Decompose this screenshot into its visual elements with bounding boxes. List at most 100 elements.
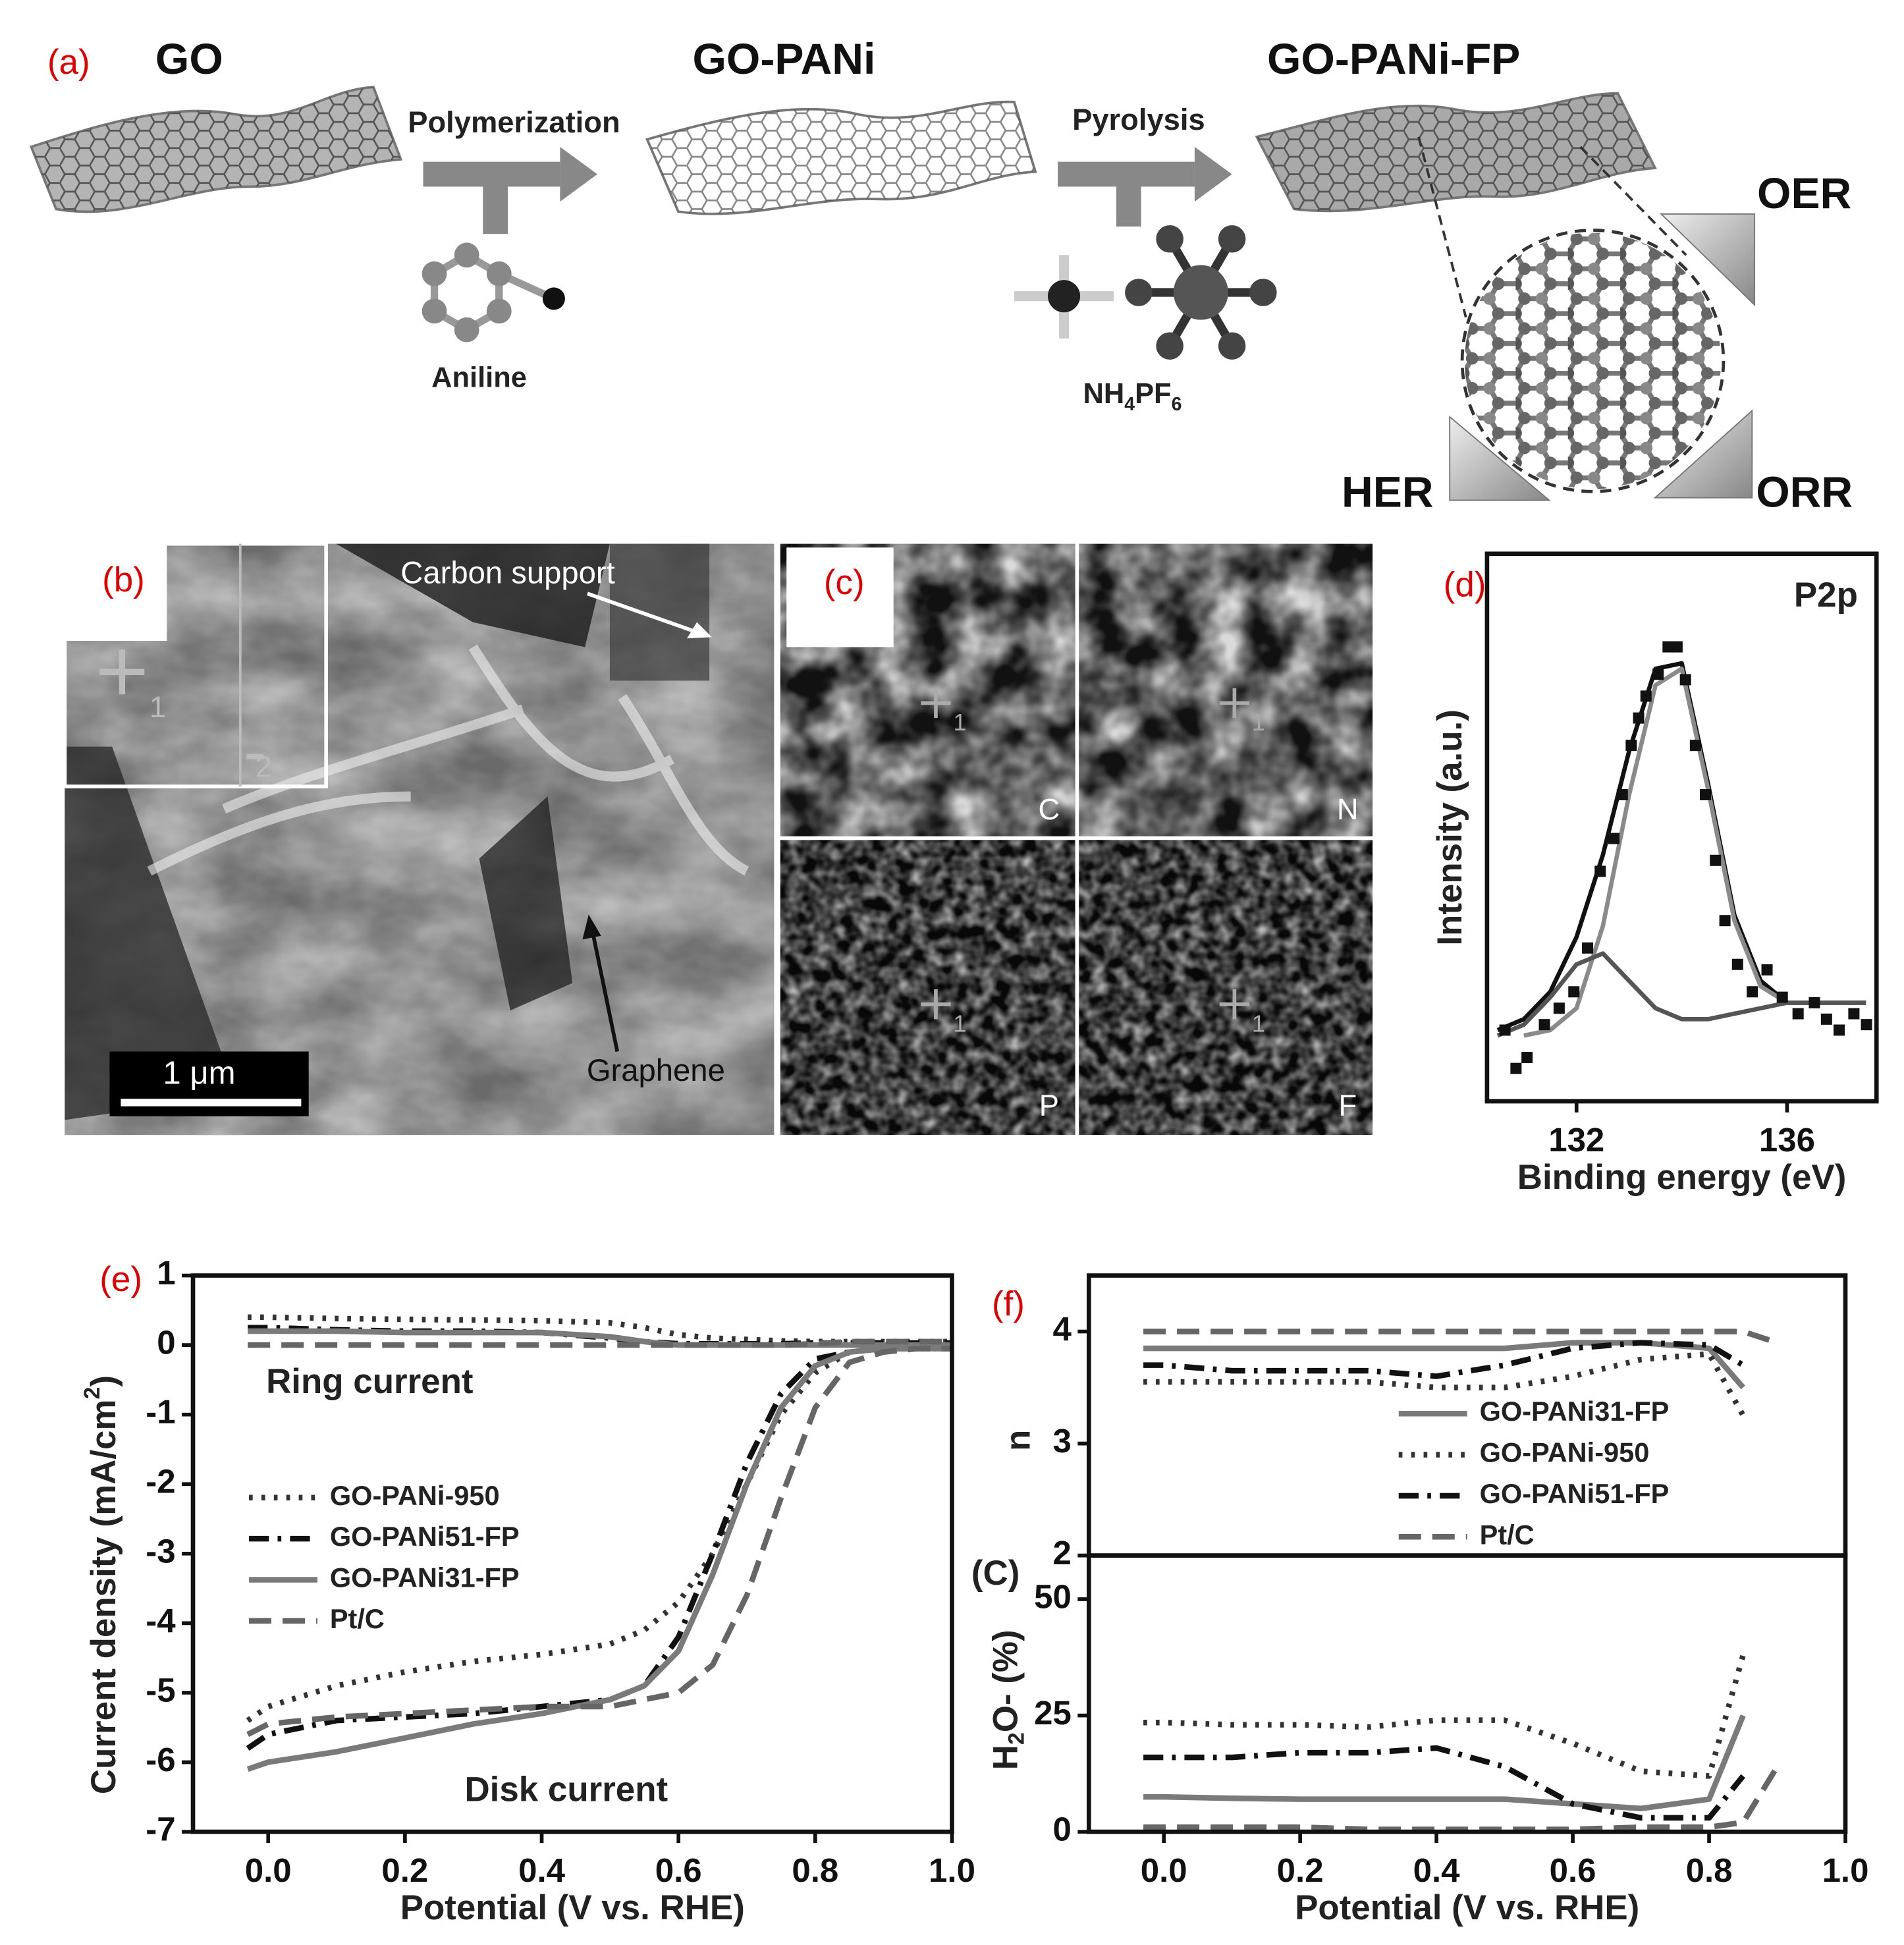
data-point (1700, 789, 1712, 801)
data-point (1616, 789, 1628, 801)
panel-label: (f) (992, 1285, 1025, 1324)
legend-label: GO-PANi51-FP (1480, 1478, 1670, 1509)
y-tick-label: 0 (1052, 1811, 1071, 1848)
text: O- (%) (986, 1630, 1025, 1732)
x-tick-label: 132 (1548, 1121, 1604, 1159)
ring-line (248, 1328, 952, 1348)
h2o2-line (1143, 1714, 1746, 1811)
point-label: 1 (953, 1010, 966, 1037)
data-point (1809, 997, 1820, 1008)
h2o2-line (1143, 1745, 1746, 1821)
data-point (1640, 690, 1652, 702)
data-point (1820, 1013, 1832, 1025)
y-tick-label: -6 (146, 1741, 175, 1778)
y-tick-label: 50 (1034, 1577, 1072, 1615)
legend-label: Pt/C (330, 1603, 385, 1634)
data-point (1671, 641, 1683, 653)
annotation: Carbon support (400, 555, 614, 590)
subscript: 4 (1124, 394, 1135, 415)
data-point (1510, 1062, 1522, 1074)
annotation: Disk current (464, 1770, 668, 1809)
scheme: (a) GO GO-PANi GO-PANi-FP Polymerization… (29, 35, 1853, 516)
data-point (1731, 958, 1743, 970)
data-point (1625, 740, 1637, 752)
go-sheet (29, 86, 403, 213)
step-label: Polymerization (408, 105, 620, 139)
y-axis-label: Intensity (a.u.) (1430, 709, 1469, 946)
x-tick-label: 0.2 (381, 1851, 428, 1889)
data-point (1719, 915, 1731, 927)
annotation: Graphene (587, 1053, 725, 1088)
data-point (1679, 674, 1691, 686)
disk-line (246, 1346, 952, 1738)
y-tick-label: 25 (1034, 1694, 1072, 1732)
reaction-label: ORR (1756, 468, 1853, 516)
data-point (1776, 991, 1788, 1003)
data-point (1792, 1008, 1804, 1020)
data-point (1662, 641, 1674, 653)
text: ) (84, 1375, 123, 1387)
superscript: 2 (1004, 1732, 1029, 1745)
x-tick-label: 0.6 (655, 1851, 702, 1889)
x-tick-label: 0.0 (245, 1851, 292, 1889)
x-axis-label: Binding energy (eV) (1517, 1158, 1847, 1197)
y-tick-label: 0 (157, 1324, 175, 1361)
panel-label: (d) (1444, 566, 1486, 605)
y-tick-label: 1 (157, 1254, 175, 1292)
y-tick-label: 4 (1052, 1310, 1072, 1348)
y-axis-label: H2O- (%) (986, 1630, 1029, 1770)
y-tick-label: -1 (146, 1393, 175, 1431)
h2o2-line (1143, 1654, 1746, 1779)
n-line (1143, 1351, 1746, 1417)
data-point (1834, 1024, 1845, 1036)
y-tick-label: -3 (146, 1532, 175, 1570)
data-point (1710, 854, 1722, 866)
step-label: Pyrolysis (1072, 103, 1205, 136)
data-point (1761, 964, 1773, 976)
reaction-label: OER (1757, 169, 1851, 218)
point-label: 1 (1252, 709, 1265, 736)
superscript: 2 (80, 1387, 105, 1400)
legend-label: GO-PANi31-FP (330, 1562, 520, 1593)
data-point (1499, 1024, 1511, 1036)
text: NH (1083, 378, 1125, 410)
x-tick-label: 0.8 (1686, 1851, 1733, 1889)
element-label: C (1038, 792, 1060, 826)
plot-frame (1484, 551, 1879, 1104)
x-axis-label: Potential (V vs. RHE) (1295, 1888, 1639, 1927)
chart-title: P2p (1794, 576, 1858, 615)
data-point (1582, 942, 1594, 954)
x-tick-label: 0.8 (792, 1851, 838, 1889)
x-tick-label: 0.2 (1277, 1851, 1324, 1889)
x-tick-label: 1.0 (1822, 1851, 1869, 1889)
y-tick-label: -4 (146, 1602, 176, 1639)
data-point (1568, 986, 1580, 998)
element-label: F (1338, 1088, 1357, 1122)
y-tick-label: 3 (1052, 1422, 1071, 1460)
data-point (1652, 669, 1664, 680)
legend-label: Pt/C (1480, 1519, 1535, 1550)
legend-label: GO-PANi51-FP (330, 1521, 520, 1552)
plot-frame (1087, 1273, 1848, 1558)
ring-line (248, 1338, 952, 1348)
data-point (1861, 1019, 1872, 1031)
point-label: 1 (953, 709, 966, 736)
n-line (1143, 1340, 1745, 1379)
x-tick-label: 0.4 (518, 1851, 566, 1889)
subscript: 6 (1172, 394, 1182, 415)
data-point (1553, 1002, 1565, 1014)
panel-label: (e) (99, 1260, 142, 1299)
n-line (1143, 1329, 1778, 1346)
y-axis-label: n (998, 1430, 1037, 1451)
fit-curve (1523, 667, 1840, 1038)
text: PF (1135, 378, 1172, 410)
point-label: 2 (255, 750, 271, 784)
legend-label: GO-PANi31-FP (1480, 1396, 1670, 1427)
h2o2-line (1143, 1765, 1780, 1832)
reagent-label: Aniline (431, 362, 527, 394)
text: Current density (mA/cm (84, 1400, 123, 1795)
aniline-molecule (422, 242, 565, 342)
panel-label: (b) (102, 561, 145, 599)
go-pani-fp-sheet (1255, 92, 1657, 213)
reaction-label: HER (1342, 468, 1434, 516)
